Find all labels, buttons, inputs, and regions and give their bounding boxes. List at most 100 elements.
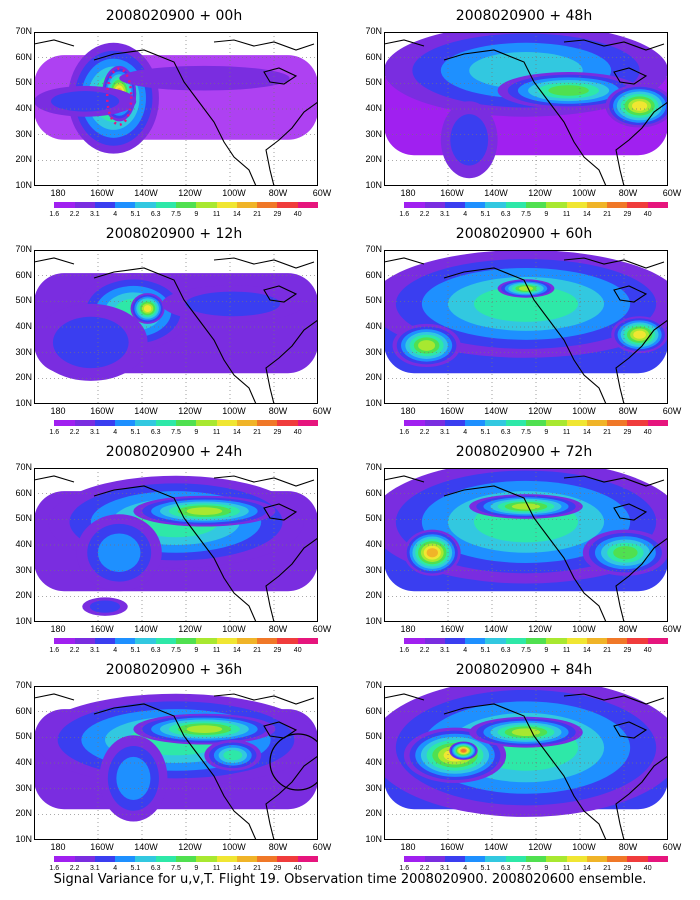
variance-contour bbox=[143, 305, 152, 312]
x-tick-label: 120W bbox=[528, 624, 552, 634]
forecast-map bbox=[384, 250, 668, 404]
x-tick-label: 140W bbox=[484, 188, 508, 198]
map-panel: 2008020900 + 24h 70N 60N 50N 40N 30N 20N 10N 180… bbox=[15, 444, 331, 654]
colorbar-label: 21 bbox=[603, 211, 612, 218]
variance-contour bbox=[52, 316, 129, 369]
x-tick-label: 120W bbox=[178, 842, 202, 852]
x-tick-label: 60W bbox=[662, 188, 682, 198]
y-tick-label: 40N bbox=[365, 103, 382, 113]
colorbar-label: 6.3 bbox=[500, 211, 511, 218]
colorbar-segment bbox=[115, 856, 136, 862]
colorbar-label: 29 bbox=[273, 211, 282, 218]
colorbar-label: 6.3 bbox=[500, 865, 511, 872]
colorbar-label: 14 bbox=[582, 211, 591, 218]
variance-contour bbox=[450, 114, 489, 166]
colorbar-segment bbox=[216, 420, 238, 426]
colorbar-label: 40 bbox=[643, 211, 652, 218]
colorbar: 1.6 2.2 3.1 4 5.1 6.3 7.5 9 11 14 21 29 40 bbox=[34, 420, 319, 440]
colorbar-segment bbox=[444, 202, 466, 208]
x-tick-label: 180 bbox=[400, 188, 416, 198]
variance-contour bbox=[186, 507, 223, 515]
colorbar-segment bbox=[135, 202, 157, 208]
colorbar-segment bbox=[277, 856, 299, 862]
y-tick-label: 30N bbox=[365, 782, 382, 793]
variance-contour bbox=[418, 340, 436, 351]
colorbar-segment bbox=[115, 420, 136, 426]
x-tick-label: 120W bbox=[528, 406, 552, 416]
colorbar-segment bbox=[277, 202, 299, 208]
x-tick-label: 120W bbox=[528, 842, 552, 852]
colorbar-segment bbox=[424, 856, 446, 862]
map-frame bbox=[384, 468, 668, 622]
y-tick-label: 10N bbox=[365, 834, 382, 844]
y-tick-label: 70N bbox=[15, 26, 32, 36]
y-tick-label: 50N bbox=[365, 513, 382, 524]
colorbar-segment bbox=[176, 420, 197, 426]
variance-contour bbox=[426, 548, 438, 558]
colorbar-segment bbox=[607, 420, 628, 426]
colorbar-segment bbox=[586, 856, 608, 862]
x-tick-label: 180 bbox=[50, 406, 66, 416]
colorbar-label: 3.1 bbox=[89, 647, 100, 654]
colorbar-label: 7.5 bbox=[521, 865, 531, 872]
colorbar-segment bbox=[155, 856, 177, 862]
colorbar-label: 4 bbox=[113, 865, 118, 872]
colorbar-label: 9 bbox=[194, 865, 199, 872]
y-tick-label: 60N bbox=[365, 269, 382, 280]
panel-title: 2008020900 + 48h bbox=[455, 8, 593, 24]
colorbar-label: 4 bbox=[113, 429, 118, 436]
colorbar-label: 4 bbox=[463, 865, 468, 872]
y-tick-label: 60N bbox=[15, 51, 32, 62]
x-tick-label: 160W bbox=[90, 842, 114, 852]
colorbar-segment bbox=[176, 202, 197, 208]
colorbar-segment bbox=[384, 856, 405, 862]
map-panel: 2008020900 + 00h 70N 60N 50N 40N 30N 20N 10N 180… bbox=[15, 8, 331, 218]
forecast-map bbox=[34, 686, 318, 840]
colorbar-label: 21 bbox=[253, 429, 262, 436]
y-tick-label: 40N bbox=[365, 757, 382, 767]
colorbar-label: 11 bbox=[212, 211, 221, 218]
colorbar-segment bbox=[647, 856, 669, 862]
colorbar-label: 4 bbox=[113, 647, 118, 654]
colorbar-label: 3.1 bbox=[439, 647, 450, 654]
colorbar-segment bbox=[94, 638, 116, 644]
colorbar-label: 21 bbox=[253, 865, 262, 872]
x-tick-label: 180 bbox=[50, 624, 66, 634]
coastline bbox=[384, 257, 668, 404]
x-tick-label: 60W bbox=[312, 188, 332, 198]
y-tick-label: 20N bbox=[365, 154, 382, 165]
colorbar-segment bbox=[424, 638, 446, 644]
colorbar: 1.6 2.2 3.1 4 5.1 6.3 7.5 9 11 14 21 29 40 bbox=[34, 202, 319, 222]
map-panel: 2008020900 + 48h 70N 60N 50N 40N 30N 20N 10N 180… bbox=[365, 8, 681, 218]
y-tick-label: 30N bbox=[365, 564, 382, 575]
x-tick-label: 180 bbox=[400, 406, 416, 416]
x-tick-label: 120W bbox=[178, 406, 202, 416]
x-tick-label: 60W bbox=[662, 406, 682, 416]
colorbar-segment bbox=[424, 420, 446, 426]
coastline bbox=[384, 39, 668, 186]
colorbar-segment bbox=[465, 856, 486, 862]
x-tick-label: 160W bbox=[440, 406, 464, 416]
colorbar-segment bbox=[444, 856, 466, 862]
colorbar-label: 9 bbox=[544, 647, 549, 654]
colorbar-segment bbox=[627, 420, 649, 426]
colorbar-label: 1.6 bbox=[399, 865, 410, 872]
colorbar-segment bbox=[607, 856, 628, 862]
map-panel: 2008020900 + 12h 70N 60N 50N 40N 30N 20N 10N 180… bbox=[15, 226, 331, 436]
colorbar-segment bbox=[505, 638, 527, 644]
y-tick-label: 20N bbox=[15, 808, 32, 819]
colorbar-label: 7.5 bbox=[171, 865, 181, 872]
colorbar-label: 14 bbox=[232, 647, 241, 654]
y-tick-label: 10N bbox=[365, 180, 382, 190]
colorbar-label: 14 bbox=[232, 429, 241, 436]
colorbar-segment bbox=[257, 638, 278, 644]
colorbar-segment bbox=[155, 638, 177, 644]
colorbar-segment bbox=[94, 202, 116, 208]
colorbar-segment bbox=[586, 202, 608, 208]
y-tick-label: 20N bbox=[365, 590, 382, 601]
colorbar-label: 29 bbox=[273, 429, 282, 436]
colorbar-label: 2.2 bbox=[419, 865, 430, 872]
y-tick-label: 70N bbox=[15, 462, 32, 472]
colorbar-segment bbox=[257, 856, 278, 862]
y-tick-label: 70N bbox=[365, 26, 382, 36]
